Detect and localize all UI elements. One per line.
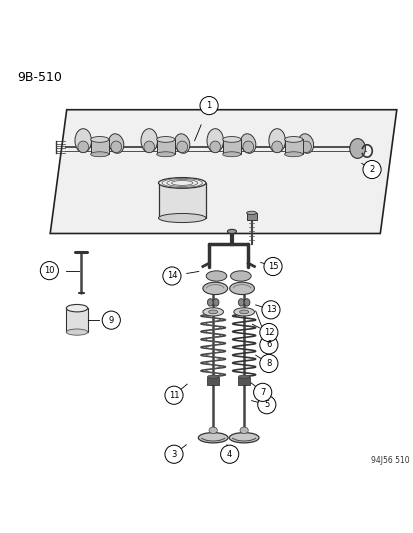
Circle shape xyxy=(40,262,58,280)
Ellipse shape xyxy=(230,271,251,281)
Ellipse shape xyxy=(207,298,213,306)
Ellipse shape xyxy=(108,134,123,154)
Ellipse shape xyxy=(209,427,217,434)
Ellipse shape xyxy=(239,310,248,314)
Circle shape xyxy=(259,336,277,354)
Ellipse shape xyxy=(176,141,187,152)
Ellipse shape xyxy=(233,308,254,316)
Ellipse shape xyxy=(141,128,157,152)
Ellipse shape xyxy=(202,282,227,295)
Ellipse shape xyxy=(246,211,256,214)
Circle shape xyxy=(257,395,275,414)
Bar xyxy=(66,308,88,332)
Ellipse shape xyxy=(158,177,206,188)
Ellipse shape xyxy=(222,136,240,142)
Circle shape xyxy=(164,445,183,463)
Ellipse shape xyxy=(240,427,248,434)
Ellipse shape xyxy=(229,282,254,295)
Ellipse shape xyxy=(244,298,249,306)
Circle shape xyxy=(102,311,120,329)
Ellipse shape xyxy=(208,310,217,314)
Polygon shape xyxy=(50,110,396,233)
Text: 5: 5 xyxy=(263,400,269,409)
Text: 6: 6 xyxy=(266,341,271,350)
Text: 4: 4 xyxy=(226,450,232,459)
Text: 14: 14 xyxy=(166,271,177,280)
Ellipse shape xyxy=(238,375,249,378)
Circle shape xyxy=(259,354,277,373)
Ellipse shape xyxy=(207,375,218,378)
Circle shape xyxy=(162,267,180,285)
Text: 9B-510: 9B-510 xyxy=(17,70,62,84)
Circle shape xyxy=(362,160,380,179)
Text: 7: 7 xyxy=(259,388,265,397)
Text: 15: 15 xyxy=(267,262,278,271)
Ellipse shape xyxy=(284,136,302,142)
Ellipse shape xyxy=(156,152,174,157)
Ellipse shape xyxy=(349,139,365,158)
Ellipse shape xyxy=(298,134,313,154)
Ellipse shape xyxy=(78,141,88,152)
Ellipse shape xyxy=(268,128,285,152)
Ellipse shape xyxy=(111,141,121,152)
Ellipse shape xyxy=(284,152,302,157)
Circle shape xyxy=(253,383,271,401)
Ellipse shape xyxy=(66,329,88,335)
Text: 94J56 510: 94J56 510 xyxy=(370,456,408,465)
Ellipse shape xyxy=(144,141,154,152)
Ellipse shape xyxy=(271,141,282,152)
Circle shape xyxy=(199,96,218,115)
Ellipse shape xyxy=(209,141,220,152)
Ellipse shape xyxy=(240,134,255,154)
Bar xyxy=(158,183,206,218)
Ellipse shape xyxy=(158,214,206,223)
Bar xyxy=(156,140,174,154)
Ellipse shape xyxy=(90,136,109,142)
Text: 11: 11 xyxy=(169,391,179,400)
Ellipse shape xyxy=(90,152,109,157)
Text: 2: 2 xyxy=(368,165,374,174)
Text: 8: 8 xyxy=(266,359,271,368)
Bar xyxy=(238,377,249,385)
Circle shape xyxy=(220,445,238,463)
Ellipse shape xyxy=(66,304,88,312)
Ellipse shape xyxy=(206,271,226,281)
Ellipse shape xyxy=(300,141,311,152)
Text: 10: 10 xyxy=(44,266,55,275)
Circle shape xyxy=(261,301,279,319)
Ellipse shape xyxy=(227,229,236,233)
Ellipse shape xyxy=(213,298,218,306)
Bar xyxy=(90,140,109,154)
Text: 9: 9 xyxy=(108,316,114,325)
Text: 13: 13 xyxy=(265,305,275,314)
Text: 1: 1 xyxy=(206,101,211,110)
Bar xyxy=(222,140,240,154)
Ellipse shape xyxy=(75,128,91,152)
Circle shape xyxy=(263,257,281,276)
Bar xyxy=(246,213,256,220)
Ellipse shape xyxy=(198,433,228,443)
Text: 3: 3 xyxy=(171,450,176,459)
Ellipse shape xyxy=(238,298,244,306)
Circle shape xyxy=(164,386,183,405)
Ellipse shape xyxy=(174,134,190,154)
Circle shape xyxy=(259,324,277,342)
Text: 12: 12 xyxy=(263,328,273,337)
Ellipse shape xyxy=(229,433,259,443)
Ellipse shape xyxy=(242,141,253,152)
Bar xyxy=(207,377,218,385)
Ellipse shape xyxy=(156,136,174,142)
Ellipse shape xyxy=(222,152,240,157)
Bar xyxy=(284,140,302,154)
Ellipse shape xyxy=(206,128,223,152)
Ellipse shape xyxy=(202,308,223,316)
